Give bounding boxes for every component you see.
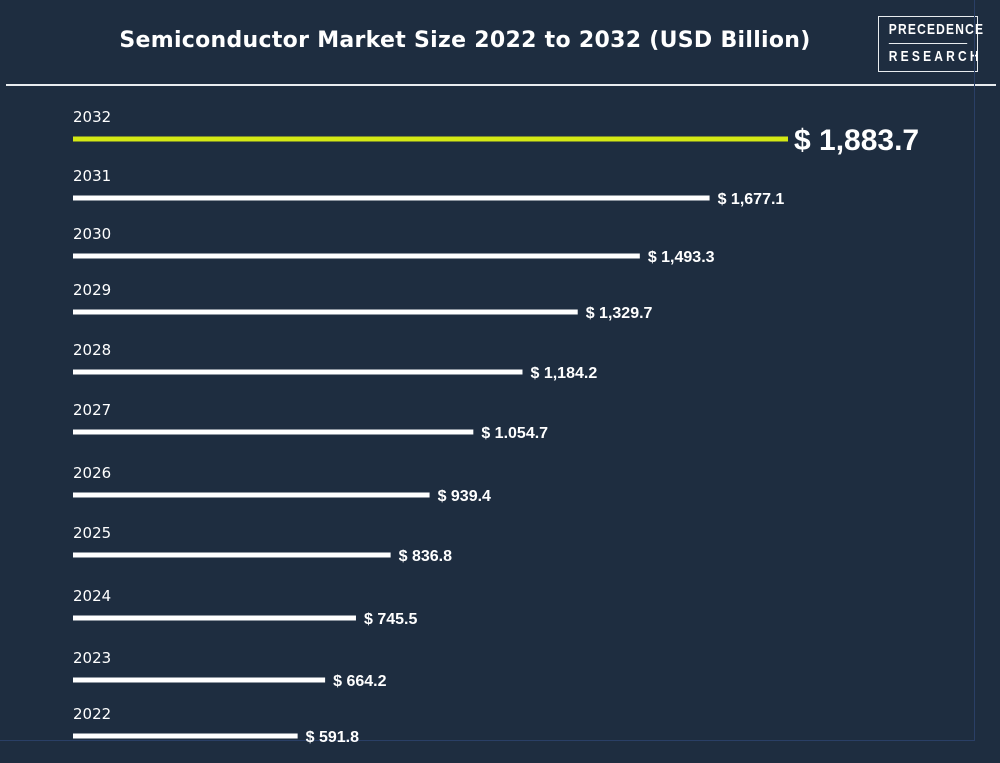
year-label: 2030 bbox=[73, 225, 111, 243]
value-label: $ 836.8 bbox=[399, 548, 452, 565]
logo-line-1: PRECEDENCE bbox=[888, 21, 985, 38]
year-label: 2025 bbox=[73, 524, 111, 542]
value-label: $ 1,329.7 bbox=[586, 305, 653, 322]
value-label: $ 745.5 bbox=[364, 611, 417, 628]
frame-border-bottom bbox=[0, 740, 975, 741]
year-label: 2028 bbox=[73, 341, 111, 359]
value-label: $ 1,184.2 bbox=[530, 365, 597, 382]
year-label: 2032 bbox=[73, 108, 111, 126]
year-label: 2024 bbox=[73, 587, 111, 605]
year-label: 2029 bbox=[73, 281, 111, 299]
bar bbox=[73, 492, 430, 498]
year-label: 2026 bbox=[73, 464, 111, 482]
bar bbox=[73, 677, 326, 683]
title-divider bbox=[6, 84, 996, 86]
bar bbox=[73, 429, 474, 435]
chart-title: Semiconductor Market Size 2022 to 2032 (… bbox=[119, 28, 811, 53]
year-label: 2031 bbox=[73, 167, 111, 185]
bar bbox=[73, 136, 788, 142]
bar bbox=[73, 253, 640, 259]
value-label: $ 664.2 bbox=[333, 673, 386, 690]
bar bbox=[73, 615, 356, 621]
year-label: 2027 bbox=[73, 401, 111, 419]
value-label: $ 1,883.7 bbox=[794, 124, 919, 157]
precedence-research-logo: PRECEDENCE RESEARCH bbox=[878, 16, 985, 72]
bar bbox=[73, 369, 523, 375]
bar bbox=[73, 552, 391, 558]
value-label: $ 1,493.3 bbox=[648, 249, 715, 266]
year-label: 2022 bbox=[73, 705, 111, 723]
logo-line-2: RESEARCH bbox=[888, 43, 979, 70]
value-label: $ 591.8 bbox=[306, 729, 359, 746]
frame-border-right bbox=[974, 0, 975, 740]
bar bbox=[73, 195, 710, 201]
year-label: 2023 bbox=[73, 649, 111, 667]
bar bbox=[73, 309, 578, 315]
value-label: $ 939.4 bbox=[438, 488, 491, 505]
value-label: $ 1.054.7 bbox=[481, 425, 548, 442]
bar bbox=[73, 733, 298, 739]
value-label: $ 1,677.1 bbox=[718, 191, 785, 208]
